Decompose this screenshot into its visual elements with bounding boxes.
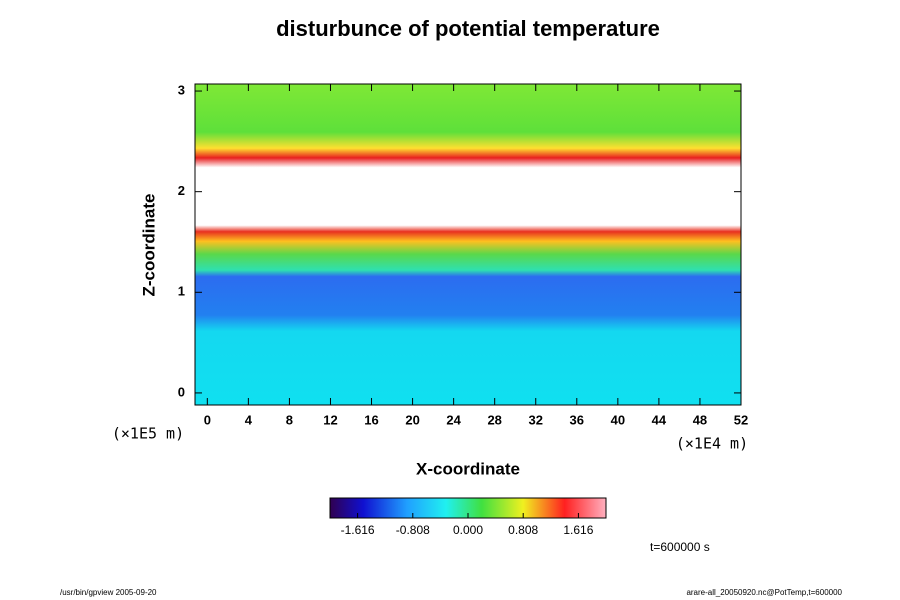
x-tick-label: 40	[611, 412, 625, 427]
y-axis-title: Z-coordinate	[139, 194, 158, 297]
y-tick-label: 2	[178, 183, 185, 198]
colorbar-tick-label: 1.616	[563, 523, 593, 537]
x-tick-label: 4	[245, 412, 253, 427]
colorbar-tick-label: -0.808	[396, 523, 430, 537]
x-tick-label: 28	[487, 412, 501, 427]
footer-left: /usr/bin/gpview 2005-09-20	[60, 588, 157, 597]
colorbar-tick-label: 0.000	[453, 523, 483, 537]
x-tick-label: 12	[323, 412, 337, 427]
colorbar-tick-label: -1.616	[341, 523, 375, 537]
y-unit: (×1E5 m)	[112, 425, 184, 443]
chart-title: disturbunce of potential temperature	[276, 16, 660, 41]
x-tick-label: 36	[570, 412, 584, 427]
x-tick-label: 48	[693, 412, 707, 427]
x-tick-label: 0	[204, 412, 211, 427]
field	[195, 84, 741, 405]
x-tick-label: 44	[652, 412, 667, 427]
x-axis-title: X-coordinate	[416, 459, 520, 478]
x-unit: (×1E4 m)	[676, 435, 748, 453]
plot-frame	[194, 83, 742, 406]
x-tick-label: 16	[364, 412, 378, 427]
x-tick-label: 24	[446, 412, 461, 427]
y-tick-label: 1	[178, 284, 185, 299]
y-tick-label: 0	[178, 384, 185, 399]
y-tick-label: 3	[178, 82, 185, 97]
x-tick-label: 52	[734, 412, 748, 427]
time-label: t=600000 s	[650, 540, 710, 554]
footer-right: arare-all_20050920.nc@PotTemp,t=600000	[686, 588, 842, 597]
x-tick-label: 8	[286, 412, 293, 427]
x-tick-label: 20	[405, 412, 419, 427]
x-tick-label: 32	[529, 412, 543, 427]
colorbar-tick-label: 0.808	[508, 523, 538, 537]
